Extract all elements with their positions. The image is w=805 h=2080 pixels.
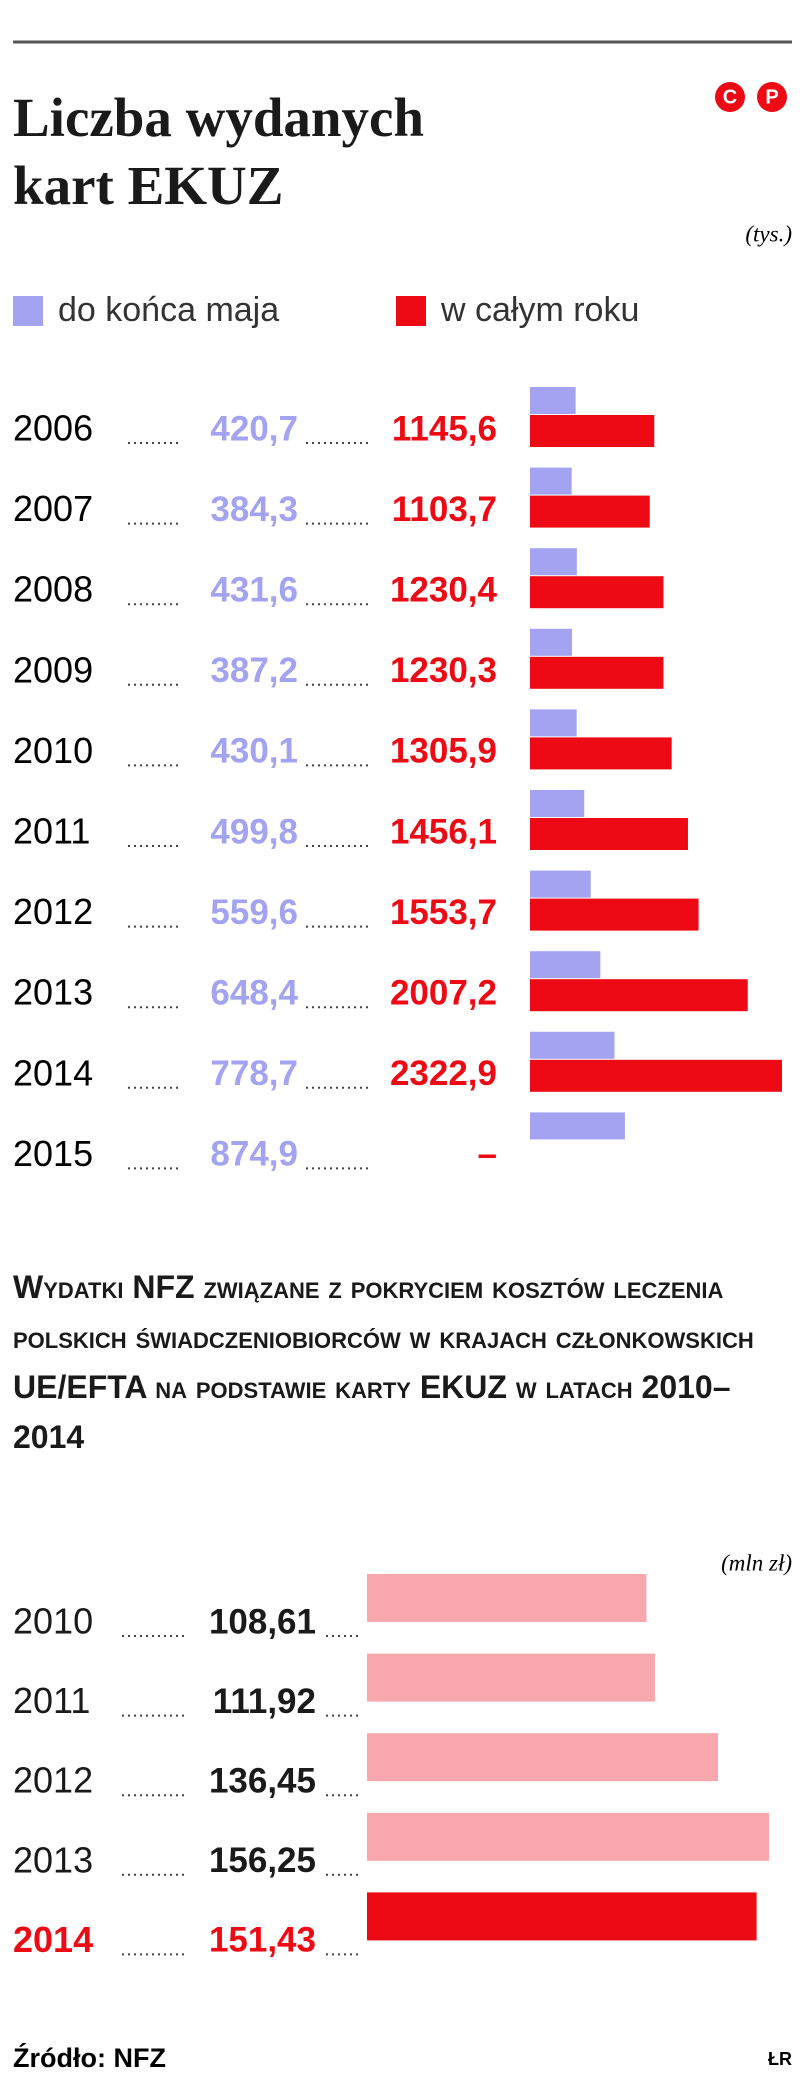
bar — [530, 818, 688, 850]
bar — [530, 1031, 615, 1059]
y-tick-label: 2012 — [13, 1760, 93, 1801]
value-label: 1230,3 — [390, 651, 497, 690]
value-label: 430,1 — [210, 732, 298, 771]
value-label: 156,25 — [209, 1841, 316, 1880]
value-label: 108,61 — [209, 1602, 316, 1641]
y-tick-label: 2010 — [13, 730, 93, 771]
y-tick-label: 2014 — [13, 1052, 93, 1093]
bar — [530, 495, 650, 528]
chart-title: Liczba wydanych kart EKUZ — [13, 87, 425, 216]
bar — [530, 1112, 625, 1140]
bar — [530, 898, 699, 931]
legend-label: do końca maja — [58, 291, 279, 329]
value-label: 384,3 — [210, 490, 298, 529]
value-label: 778,7 — [210, 1054, 298, 1093]
chart-title: Wydatki NFZ związane z pokryciem kosztów… — [13, 1269, 754, 1455]
value-label: 2007,2 — [390, 973, 497, 1012]
y-tick-label: 2008 — [13, 569, 93, 610]
y-tick-label: 2006 — [13, 408, 93, 449]
value-label: 151,43 — [209, 1921, 316, 1960]
bar — [530, 548, 577, 576]
value-label: 1553,7 — [390, 893, 497, 932]
bar — [530, 709, 577, 737]
value-label: 431,6 — [210, 570, 298, 609]
value-label: 2322,9 — [390, 1054, 497, 1093]
bar — [530, 951, 601, 979]
legend-label: w całym roku — [440, 291, 639, 329]
value-label: 499,8 — [210, 812, 298, 851]
y-tick-label: 2011 — [13, 1680, 90, 1721]
value-label: 387,2 — [210, 651, 298, 690]
value-label: 874,9 — [210, 1135, 298, 1174]
bar — [530, 415, 655, 447]
value-label: 1456,1 — [390, 812, 497, 851]
bar — [367, 1892, 757, 1941]
y-tick-label: 2010 — [13, 1601, 93, 1642]
logo-circle — [757, 82, 787, 112]
bar — [367, 1733, 719, 1782]
value-label: 1305,9 — [390, 732, 497, 771]
y-tick-label: 2007 — [13, 488, 93, 529]
bar — [530, 1059, 782, 1092]
source: Źródło: NFZ — [13, 2042, 166, 2073]
y-tick-label: 2012 — [13, 891, 93, 932]
y-tick-label: 2009 — [13, 649, 93, 690]
credit: ŁR — [768, 2049, 792, 2069]
value-label: 559,6 — [210, 893, 298, 932]
logo-letter: C — [723, 86, 737, 108]
bar — [530, 576, 664, 609]
y-tick-label: 2015 — [13, 1133, 93, 1174]
bar — [530, 656, 664, 689]
value-label: 136,45 — [209, 1761, 316, 1800]
value-label: 420,7 — [210, 409, 298, 448]
logo-letter: P — [765, 86, 778, 108]
unit: (mln zł) — [721, 1550, 792, 1575]
legend-swatch — [13, 296, 43, 326]
value-label: 111,92 — [213, 1682, 316, 1721]
bar — [367, 1812, 769, 1861]
bar — [530, 979, 748, 1012]
value-label: 648,4 — [210, 973, 298, 1012]
legend-swatch — [396, 296, 426, 326]
unit: (tys.) — [745, 221, 792, 246]
bar — [530, 870, 591, 898]
value-label: 1103,7 — [392, 490, 497, 529]
bar — [530, 737, 672, 770]
bar — [530, 628, 573, 656]
logo-circle — [715, 82, 745, 112]
bar — [530, 790, 585, 817]
value-label: – — [478, 1135, 497, 1174]
bar — [367, 1574, 647, 1622]
value-label: 1145,6 — [392, 409, 497, 448]
y-tick-label: 2011 — [13, 811, 90, 852]
y-tick-label: 2013 — [13, 972, 93, 1013]
y-tick-label: 2014 — [13, 1919, 93, 1960]
value-label: 1230,4 — [390, 570, 498, 609]
bar — [367, 1653, 655, 1702]
bar — [530, 387, 576, 414]
bar — [530, 467, 572, 495]
y-tick-label: 2013 — [13, 1839, 93, 1880]
